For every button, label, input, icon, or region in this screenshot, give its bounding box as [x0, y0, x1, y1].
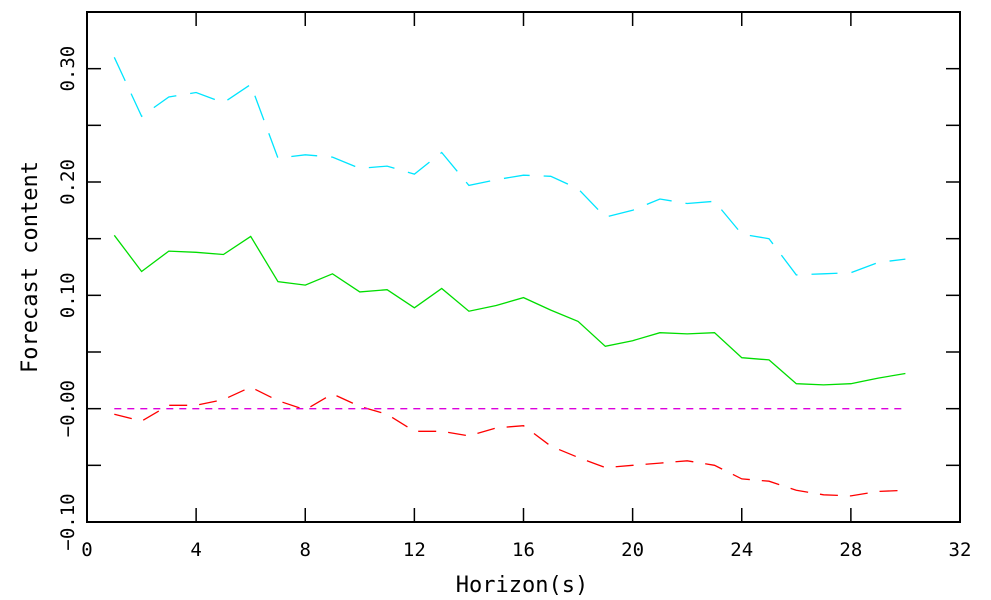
y-tick-label: −0.10	[57, 493, 79, 550]
x-tick-label: 12	[403, 539, 426, 561]
series-layer	[113, 57, 906, 497]
ticks-layer: 0 4 8 12 16 20 24 28 32 −0.10 −0.00 0.10 0.20 0.30	[57, 12, 971, 561]
x-tick-label: 16	[512, 539, 535, 561]
x-axis-title: Horizon(s)	[456, 573, 588, 598]
x-tick-label: 0	[81, 539, 92, 561]
x-tick-label: 28	[839, 539, 862, 561]
y-tick-label: 0.30	[57, 46, 79, 92]
x-tick-label: 20	[621, 539, 644, 561]
series-line-1	[113, 57, 906, 276]
y-tick-label: 0.20	[57, 159, 79, 205]
y-tick-label: −0.00	[57, 380, 79, 437]
y-axis-title: Forecast content	[18, 161, 43, 373]
plot-frame	[86, 11, 961, 523]
x-tick-label: 8	[300, 539, 311, 561]
series-line-2	[113, 234, 906, 386]
x-tick-label: 32	[949, 539, 972, 561]
series-line-3	[114, 386, 906, 497]
y-tick-label: 0.10	[57, 272, 79, 318]
x-tick-label: 24	[730, 539, 753, 561]
x-tick-label: 4	[190, 539, 201, 561]
